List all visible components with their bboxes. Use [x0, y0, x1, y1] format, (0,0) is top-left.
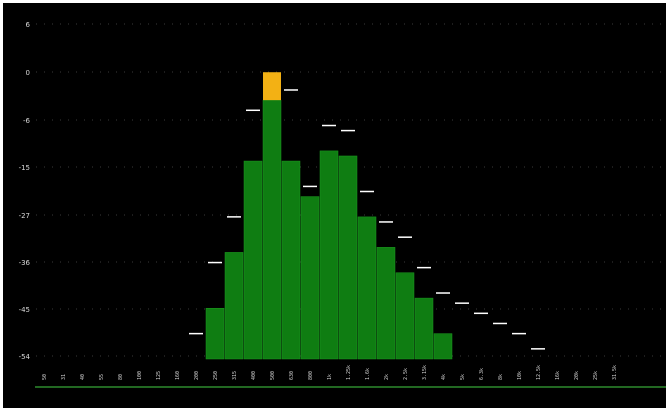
x-tick-label: 10k — [517, 371, 523, 380]
y-tick-label: -27 — [19, 212, 30, 220]
x-tick-label: 500 — [270, 371, 276, 380]
x-tick-label: 800 — [308, 371, 314, 380]
bar — [243, 160, 263, 360]
peak-marker — [189, 332, 203, 335]
x-tick-label: 100 — [137, 371, 143, 380]
bar — [357, 216, 377, 360]
x-tick-label: 8k — [498, 374, 504, 380]
y-tick-label: -45 — [19, 306, 30, 314]
peak-marker — [493, 322, 507, 325]
peak-marker — [379, 221, 393, 223]
bar — [205, 307, 225, 360]
x-tick-label: 31 — [61, 374, 67, 380]
y-tick-label: 0 — [26, 69, 30, 77]
peak-marker — [455, 302, 469, 304]
x-tick-label: 2k — [384, 374, 390, 380]
x-tick-label: 80 — [118, 374, 124, 380]
x-tick-label: 40 — [80, 374, 86, 380]
peak-marker — [436, 292, 450, 294]
x-tick-label: 3.15k — [422, 365, 428, 380]
bar — [395, 272, 415, 360]
peak-marker — [360, 190, 374, 193]
x-tick-label: 315 — [232, 371, 238, 380]
x-tick-label: 630 — [289, 371, 295, 380]
y-tick-label: 6 — [26, 21, 31, 29]
peak-marker — [512, 332, 526, 335]
peak-marker — [303, 185, 317, 188]
overload-segment — [263, 72, 281, 101]
x-tick-label: 31.5k — [612, 365, 618, 380]
x-tick-label: 55 — [99, 374, 105, 380]
x-tick-label: 50 — [42, 374, 48, 380]
x-tick-label: 5k — [460, 374, 466, 380]
y-tick-label: -6 — [23, 117, 31, 125]
x-tick-label: 250 — [213, 371, 219, 380]
peak-marker — [474, 312, 488, 315]
bar — [319, 150, 339, 360]
x-tick-label: 400 — [251, 371, 257, 380]
bar — [262, 99, 282, 360]
x-tick-label: 160 — [175, 371, 181, 380]
x-tick-label: 125 — [156, 371, 162, 380]
bar — [414, 297, 434, 360]
x-tick-label: 12.5k — [536, 365, 542, 380]
x-tick-label: 20k — [574, 371, 580, 380]
x-tick-label: 4k — [441, 374, 447, 380]
bar — [281, 160, 301, 360]
x-tick-label: 200 — [194, 371, 200, 380]
bar — [224, 252, 244, 360]
peak-marker — [284, 89, 298, 91]
bar — [300, 196, 320, 360]
bar — [376, 247, 396, 360]
peak-marker — [398, 236, 412, 238]
bar — [433, 333, 453, 360]
y-tick-label: -54 — [19, 353, 31, 361]
peak-marker — [531, 348, 545, 350]
peak-marker — [417, 266, 431, 269]
peak-marker — [341, 129, 355, 132]
peak-marker — [246, 109, 260, 112]
peak-marker — [227, 216, 241, 218]
x-tick-label: 25k — [593, 371, 599, 380]
x-tick-label: 1k — [327, 374, 333, 380]
y-tick-label: -15 — [19, 164, 30, 172]
x-tick-label: 1.6k — [365, 368, 371, 380]
x-tick-label: 2.5k — [403, 368, 409, 380]
x-tick-label: 16k — [555, 371, 561, 380]
x-tick-label: 1.25k — [346, 365, 352, 380]
y-tick-label: -36 — [19, 259, 31, 267]
peak-marker — [208, 261, 222, 264]
bar — [338, 155, 358, 360]
x-tick-label: 6.3k — [479, 368, 485, 380]
peak-marker — [322, 124, 336, 127]
